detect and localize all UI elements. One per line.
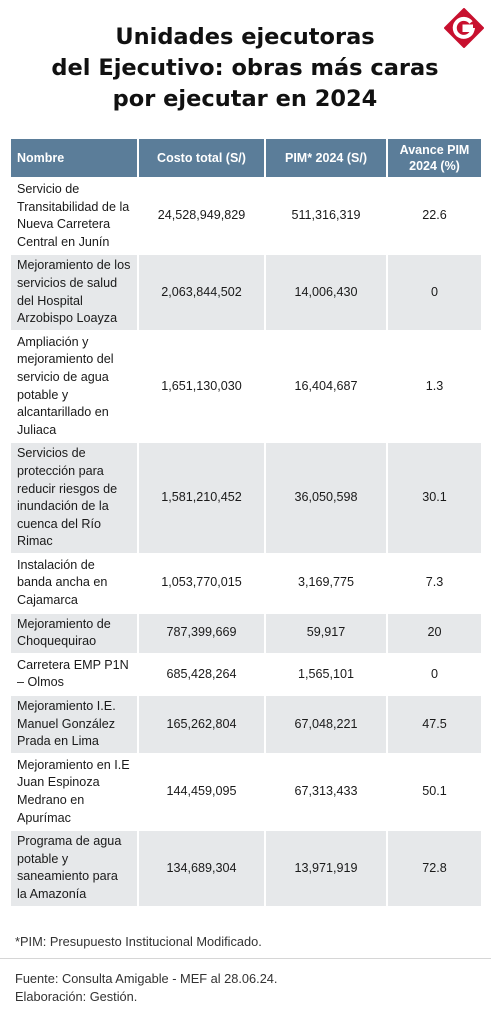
source-line: Fuente: Consulta Amigable - MEF al 28.06… bbox=[15, 971, 278, 986]
source-note: Fuente: Consulta Amigable - MEF al 28.06… bbox=[15, 970, 277, 1006]
gestion-logo-icon bbox=[444, 8, 484, 48]
cell-cost: 24,528,949,829 bbox=[139, 179, 264, 254]
projects-table: Nombre Costo total (S/) PIM* 2024 (S/) A… bbox=[9, 137, 483, 908]
table-row: Mejoramiento de Choquequirao 787,399,669… bbox=[11, 613, 481, 653]
title-line-1: Unidades ejecutoras bbox=[115, 24, 375, 50]
cell-cost: 144,459,095 bbox=[139, 754, 264, 830]
footnote: *PIM: Presupuesto Institucional Modifica… bbox=[15, 934, 262, 949]
table-header-row: Nombre Costo total (S/) PIM* 2024 (S/) A… bbox=[11, 139, 481, 177]
cell-pim: 14,006,430 bbox=[266, 255, 386, 330]
cell-avance: 47.5 bbox=[388, 696, 481, 753]
header-nombre: Nombre bbox=[11, 139, 137, 177]
cell-pim: 511,316,319 bbox=[266, 179, 386, 254]
table-row: Instalación de banda ancha en Cajamarca … bbox=[11, 554, 481, 612]
cell-name: Mejoramiento de Choquequirao bbox=[11, 613, 137, 653]
cell-avance: 50.1 bbox=[388, 754, 481, 830]
cell-avance: 22.6 bbox=[388, 179, 481, 254]
cell-pim: 67,313,433 bbox=[266, 754, 386, 830]
cell-cost: 1,651,130,030 bbox=[139, 331, 264, 442]
cell-avance: 30.1 bbox=[388, 443, 481, 553]
cell-avance: 72.8 bbox=[388, 831, 481, 906]
cell-pim: 3,169,775 bbox=[266, 554, 386, 612]
table-row: Programa de agua potable y saneamiento p… bbox=[11, 831, 481, 906]
table-row: Ampliación y mejoramiento del servicio d… bbox=[11, 331, 481, 442]
cell-name: Instalación de banda ancha en Cajamarca bbox=[11, 554, 137, 612]
cell-name: Carretera EMP P1N – Olmos bbox=[11, 654, 137, 695]
cell-name: Servicios de protección para reducir rie… bbox=[11, 443, 137, 553]
header-costo: Costo total (S/) bbox=[139, 139, 264, 177]
header-avance: Avance PIM 2024 (%) bbox=[388, 139, 481, 177]
cell-cost: 685,428,264 bbox=[139, 654, 264, 695]
cell-pim: 36,050,598 bbox=[266, 443, 386, 553]
cell-pim: 67,048,221 bbox=[266, 696, 386, 753]
table-row: Servicio de Transitabilidad de la Nueva … bbox=[11, 179, 481, 254]
cell-cost: 2,063,844,502 bbox=[139, 255, 264, 330]
cell-cost: 1,053,770,015 bbox=[139, 554, 264, 612]
cell-name: Mejoramiento I.E. Manuel González Prada … bbox=[11, 696, 137, 753]
page-title: Unidades ejecutoras del Ejecutivo: obras… bbox=[20, 22, 470, 115]
cell-pim: 1,565,101 bbox=[266, 654, 386, 695]
cell-avance: 0 bbox=[388, 255, 481, 330]
cell-cost: 787,399,669 bbox=[139, 613, 264, 653]
table-row: Servicios de protección para reducir rie… bbox=[11, 443, 481, 553]
cell-name: Programa de agua potable y saneamiento p… bbox=[11, 831, 137, 906]
cell-name: Ampliación y mejoramiento del servicio d… bbox=[11, 331, 137, 442]
cell-cost: 1,581,210,452 bbox=[139, 443, 264, 553]
table-row: Mejoramiento I.E. Manuel González Prada … bbox=[11, 696, 481, 753]
cell-name: Mejoramiento de los servicios de salud d… bbox=[11, 255, 137, 330]
divider bbox=[0, 958, 491, 959]
cell-name: Mejoramiento en I.E Juan Espinoza Medran… bbox=[11, 754, 137, 830]
cell-cost: 165,262,804 bbox=[139, 696, 264, 753]
cell-avance: 1.3 bbox=[388, 331, 481, 442]
title-line-2: del Ejecutivo: obras más caras bbox=[51, 55, 439, 81]
cell-avance: 7.3 bbox=[388, 554, 481, 612]
table-row: Mejoramiento en I.E Juan Espinoza Medran… bbox=[11, 754, 481, 830]
cell-name: Servicio de Transitabilidad de la Nueva … bbox=[11, 179, 137, 254]
table-row: Mejoramiento de los servicios de salud d… bbox=[11, 255, 481, 330]
cell-pim: 16,404,687 bbox=[266, 331, 386, 442]
credit-line: Elaboración: Gestión. bbox=[15, 989, 138, 1004]
header-pim: PIM* 2024 (S/) bbox=[266, 139, 386, 177]
title-line-3: por ejecutar en 2024 bbox=[112, 86, 378, 112]
cell-pim: 13,971,919 bbox=[266, 831, 386, 906]
cell-pim: 59,917 bbox=[266, 613, 386, 653]
cell-avance: 20 bbox=[388, 613, 481, 653]
cell-avance: 0 bbox=[388, 654, 481, 695]
table-row: Carretera EMP P1N – Olmos 685,428,264 1,… bbox=[11, 654, 481, 695]
cell-cost: 134,689,304 bbox=[139, 831, 264, 906]
